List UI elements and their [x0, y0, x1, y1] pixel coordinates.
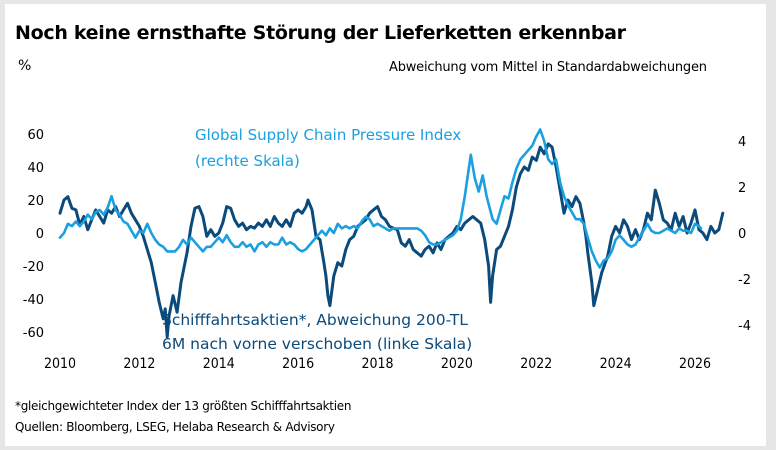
shipping-stocks-line — [58, 142, 725, 339]
right-tick-label: -2 — [738, 273, 751, 288]
right-tick-label: 2 — [738, 181, 746, 196]
footnote: *gleichgewichteter Index der 13 größten … — [15, 399, 352, 413]
x-tick-label: 2016 — [282, 356, 314, 372]
left-axis-ticks: 60 40 20 0 -20 -40 -60 — [23, 128, 44, 341]
chart-title: Noch keine ernsthafte Störung der Liefer… — [15, 22, 626, 44]
x-tick-label: 2018 — [361, 356, 393, 372]
left-tick-label: -40 — [23, 293, 44, 308]
left-tick-label: -20 — [23, 260, 44, 275]
x-axis-ticks: 2010 2012 2014 2016 2018 2020 2022 2024 2026 — [44, 356, 711, 372]
right-axis-ticks: 4 2 0 -2 -4 — [738, 135, 751, 334]
sources: Quellen: Bloomberg, LSEG, Helaba Researc… — [15, 420, 335, 434]
right-tick-label: 0 — [738, 227, 746, 242]
left-tick-label: 0 — [36, 227, 44, 242]
right-tick-label: -4 — [738, 319, 751, 334]
x-tick-label: 2020 — [441, 356, 473, 372]
chart-frame — [5, 4, 766, 446]
x-tick-label: 2024 — [600, 356, 632, 372]
shipping-label-line2: 6M nach vorne verschoben (linke Skala) — [162, 335, 472, 353]
x-tick-label: 2026 — [679, 356, 711, 372]
x-tick-label: 2012 — [123, 356, 155, 372]
left-tick-label: 40 — [27, 161, 44, 176]
series-lines — [58, 128, 725, 339]
gscpi-line — [58, 128, 703, 269]
right-tick-label: 4 — [738, 135, 746, 150]
left-axis-unit: % — [18, 58, 32, 74]
x-tick-label: 2014 — [203, 356, 235, 372]
left-tick-label: -60 — [23, 326, 44, 341]
left-tick-label: 20 — [27, 194, 44, 209]
left-tick-label: 60 — [27, 128, 44, 143]
x-tick-label: 2022 — [520, 356, 552, 372]
gscpi-label-line2: (rechte Skala) — [195, 152, 300, 170]
x-tick-label: 2010 — [44, 356, 76, 372]
shipping-label-line1: Schifffahrtsaktien*, Abweichung 200-TL — [162, 311, 468, 329]
gscpi-label-line1: Global Supply Chain Pressure Index — [195, 126, 461, 144]
right-axis-unit: Abweichung vom Mittel in Standardabweich… — [389, 60, 707, 75]
